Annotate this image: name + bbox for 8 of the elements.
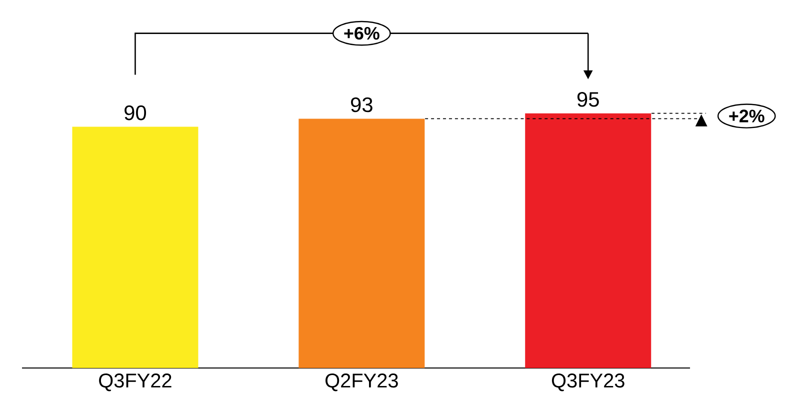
- x-tick-label: Q3FY22: [99, 374, 172, 392]
- x-tick-label: Q2FY23: [326, 374, 398, 392]
- x-tick-label: Q3FY23: [552, 374, 624, 392]
- data-label: 90: [124, 105, 146, 120]
- text: +6%: [344, 26, 380, 40]
- text: +2%: [729, 110, 764, 122]
- data-label: 93: [351, 97, 372, 112]
- data-label: 95: [577, 92, 599, 107]
